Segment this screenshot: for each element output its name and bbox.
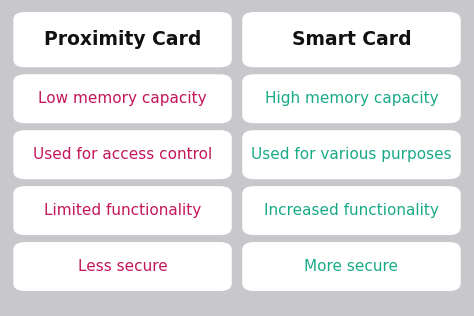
FancyBboxPatch shape — [13, 12, 232, 67]
Text: High memory capacity: High memory capacity — [264, 91, 438, 106]
FancyBboxPatch shape — [242, 130, 461, 179]
Text: Low memory capacity: Low memory capacity — [38, 91, 207, 106]
FancyBboxPatch shape — [13, 74, 232, 123]
FancyBboxPatch shape — [242, 186, 461, 235]
Text: Limited functionality: Limited functionality — [44, 203, 201, 218]
Text: More secure: More secure — [304, 259, 399, 274]
Text: Increased functionality: Increased functionality — [264, 203, 439, 218]
Text: Proximity Card: Proximity Card — [44, 30, 201, 49]
Text: Smart Card: Smart Card — [292, 30, 411, 49]
FancyBboxPatch shape — [242, 12, 461, 67]
FancyBboxPatch shape — [13, 186, 232, 235]
Text: Less secure: Less secure — [78, 259, 167, 274]
Text: Used for access control: Used for access control — [33, 147, 212, 162]
FancyBboxPatch shape — [242, 74, 461, 123]
FancyBboxPatch shape — [242, 242, 461, 291]
FancyBboxPatch shape — [13, 242, 232, 291]
Text: Used for various purposes: Used for various purposes — [251, 147, 452, 162]
FancyBboxPatch shape — [13, 130, 232, 179]
